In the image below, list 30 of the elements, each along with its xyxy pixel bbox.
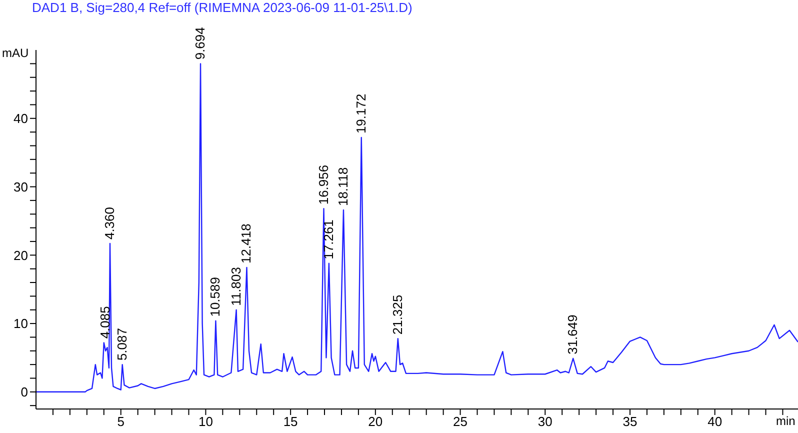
annotation: 10.589 [208,277,223,317]
x-tick-label: 25 [453,414,468,430]
line-series [36,63,798,393]
annotation: 16.956 [316,164,331,205]
x-tick-label: 35 [622,414,638,430]
x-tick-label: 20 [368,414,383,430]
chart-title: DAD1 B, Sig=280,4 Ref=off (RIMEMNA 2023-06-09 11-01-25\1.D) [32,0,412,15]
x-tick-label: 5 [117,414,124,430]
y-axis-title: mAU [2,46,29,60]
x-tick-label: 15 [283,414,298,430]
x-axis-title: min [776,414,796,428]
annotation: 19.172 [353,94,368,134]
annotation: 17.261 [320,220,336,260]
y-tick-label: 40 [14,110,28,126]
y-tick-label: 0 [20,384,28,400]
annotation: 11.803 [228,267,244,306]
annotation: 4.085 [97,306,112,339]
annotation: 31.649 [565,314,580,354]
annotation: 9.694 [192,27,208,60]
annotation: 21.325 [390,294,405,335]
y-tick-label: 20 [14,248,28,263]
x-tick-label: 10 [198,414,213,430]
annotation: 18.118 [335,167,350,206]
x-tick-label: 40 [708,414,722,430]
y-tick-label: 30 [14,179,28,194]
annotation: 12.418 [238,224,254,264]
y-tick-label: 10 [14,316,28,332]
annotation: 4.360 [102,206,117,240]
x-tick-label: 30 [538,414,552,430]
annotation: 5.087 [114,328,130,361]
